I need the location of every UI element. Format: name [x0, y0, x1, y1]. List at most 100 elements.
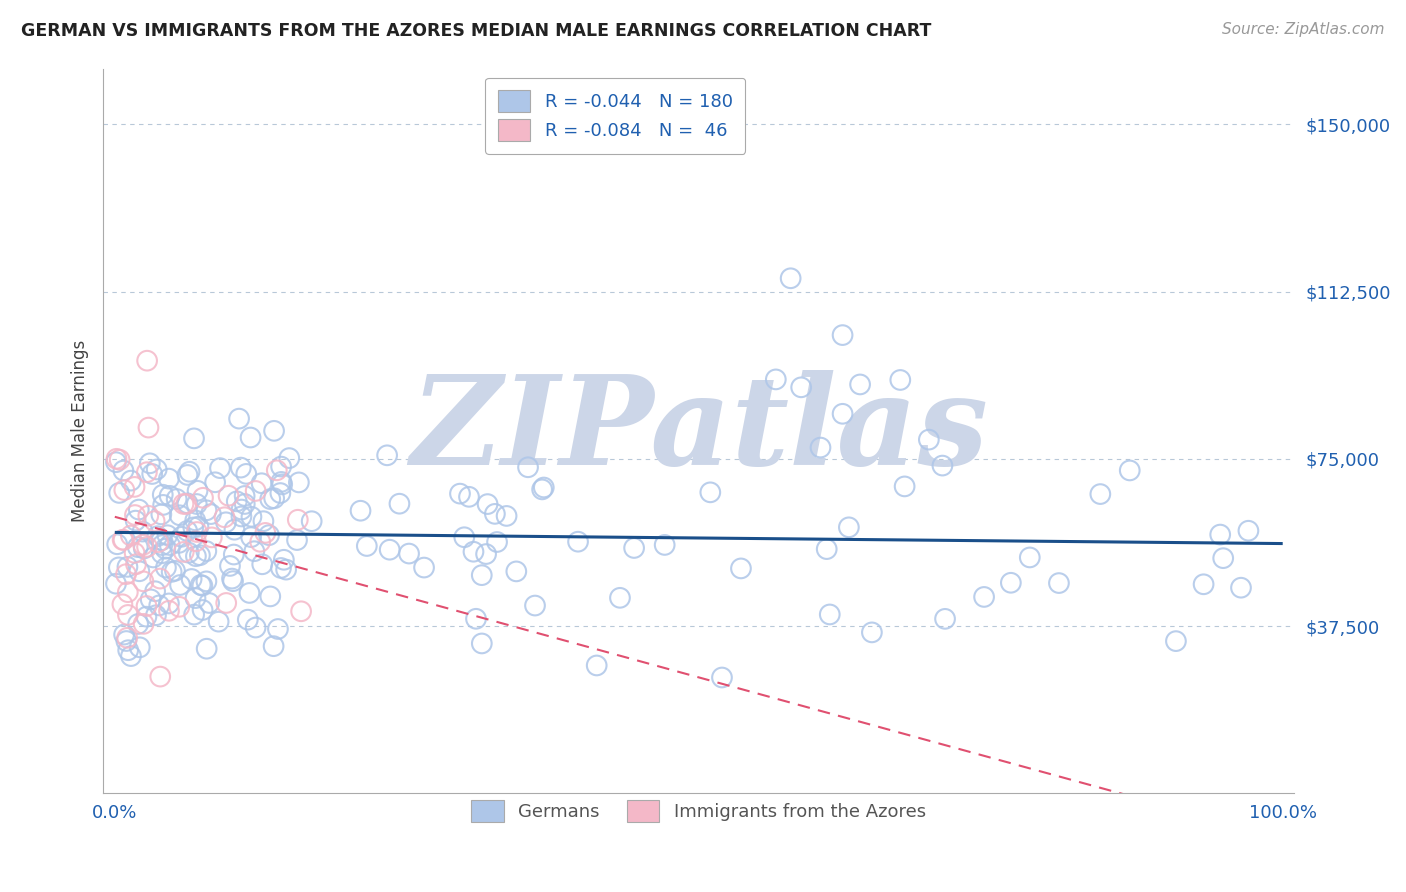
Point: [108, 486, 131, 500]
Point: [128, 640, 150, 655]
Point: [236, 613, 259, 627]
Point: [124, 546, 146, 560]
Point: [267, 622, 290, 636]
Point: [152, 488, 174, 502]
Legend: Germans, Immigrants from the Azores: Germans, Immigrants from the Azores: [458, 788, 939, 835]
Point: [170, 530, 193, 544]
Point: [135, 599, 157, 613]
Point: [195, 503, 218, 517]
Point: [889, 373, 911, 387]
Point: [111, 597, 134, 611]
Point: [1018, 550, 1040, 565]
Point: [108, 560, 131, 574]
Point: [148, 599, 170, 613]
Point: [145, 462, 167, 476]
Point: [181, 520, 204, 534]
Point: [1119, 463, 1142, 477]
Point: [231, 502, 253, 516]
Point: [458, 490, 481, 504]
Point: [156, 528, 179, 542]
Point: [132, 574, 155, 589]
Point: [219, 558, 242, 573]
Point: [169, 508, 191, 523]
Point: [150, 538, 173, 552]
Point: [155, 560, 177, 574]
Point: [849, 377, 872, 392]
Point: [143, 584, 166, 599]
Point: [249, 534, 271, 549]
Point: [115, 567, 138, 582]
Point: [136, 508, 159, 523]
Point: [259, 491, 281, 506]
Point: [117, 560, 139, 574]
Point: [486, 535, 509, 549]
Point: [224, 523, 246, 537]
Point: [120, 474, 142, 488]
Point: [111, 533, 134, 547]
Point: [533, 481, 555, 495]
Point: [104, 455, 127, 469]
Point: [112, 533, 135, 547]
Point: [120, 528, 142, 542]
Point: [711, 671, 734, 685]
Point: [183, 607, 205, 622]
Point: [191, 579, 214, 593]
Point: [160, 565, 183, 579]
Point: [139, 456, 162, 470]
Point: [135, 609, 157, 624]
Point: [266, 463, 288, 477]
Point: [259, 590, 281, 604]
Point: [136, 540, 159, 554]
Point: [453, 530, 475, 544]
Point: [169, 599, 191, 614]
Point: [132, 616, 155, 631]
Point: [831, 328, 853, 343]
Point: [278, 451, 301, 466]
Point: [115, 634, 138, 648]
Point: [893, 479, 915, 493]
Point: [254, 525, 277, 540]
Point: [471, 636, 494, 650]
Point: [198, 596, 221, 610]
Point: [186, 524, 208, 539]
Point: [166, 491, 188, 506]
Point: [108, 452, 131, 467]
Point: [567, 534, 589, 549]
Point: [142, 550, 165, 565]
Point: [149, 670, 172, 684]
Point: [484, 507, 506, 521]
Point: [449, 486, 471, 500]
Point: [150, 546, 173, 560]
Point: [146, 529, 169, 543]
Point: [155, 541, 177, 556]
Point: [112, 464, 135, 478]
Point: [243, 544, 266, 558]
Point: [1090, 487, 1112, 501]
Point: [1000, 575, 1022, 590]
Point: [215, 516, 238, 530]
Point: [145, 608, 167, 623]
Point: [765, 372, 787, 386]
Point: [779, 271, 801, 285]
Point: [250, 476, 273, 491]
Point: [201, 530, 224, 544]
Point: [184, 549, 207, 564]
Point: [174, 497, 197, 511]
Point: [276, 563, 298, 577]
Point: [730, 561, 752, 575]
Point: [273, 553, 295, 567]
Point: [146, 535, 169, 549]
Point: [245, 483, 267, 498]
Point: [195, 544, 218, 558]
Point: [413, 560, 436, 574]
Point: [207, 615, 229, 629]
Point: [378, 542, 401, 557]
Text: GERMAN VS IMMIGRANTS FROM THE AZORES MEDIAN MALE EARNINGS CORRELATION CHART: GERMAN VS IMMIGRANTS FROM THE AZORES MED…: [21, 22, 931, 40]
Point: [229, 460, 252, 475]
Point: [191, 491, 214, 505]
Point: [184, 513, 207, 527]
Point: [112, 627, 135, 641]
Point: [195, 641, 218, 656]
Point: [187, 483, 209, 498]
Point: [222, 574, 245, 589]
